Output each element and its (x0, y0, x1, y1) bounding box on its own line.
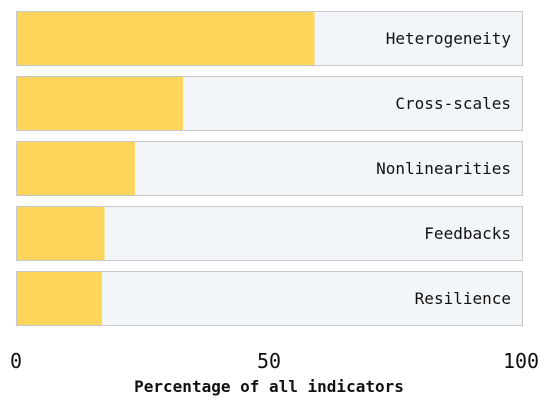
bar-heterogeneity (17, 12, 315, 65)
bars-group: Heterogeneity Cross-scales Nonlinearities F… (16, 11, 523, 326)
x-axis-ticks: 0 50 100 (10, 349, 539, 373)
x-tick-label: 50 (257, 349, 281, 373)
x-tick-label: 100 (503, 349, 539, 373)
category-label: Heterogeneity (386, 29, 512, 48)
bar-resilience (17, 272, 103, 325)
category-label: Feedbacks (424, 224, 511, 243)
category-label: Cross-scales (395, 94, 511, 113)
bar-nonlinearities (17, 142, 135, 195)
category-label: Resilience (415, 289, 511, 308)
x-axis-title: Percentage of all indicators (134, 377, 404, 396)
x-tick-label: 0 (10, 349, 22, 373)
bar-feedbacks (17, 207, 105, 260)
category-label: Nonlinearities (376, 159, 511, 178)
bar-cross-scales (17, 77, 183, 130)
